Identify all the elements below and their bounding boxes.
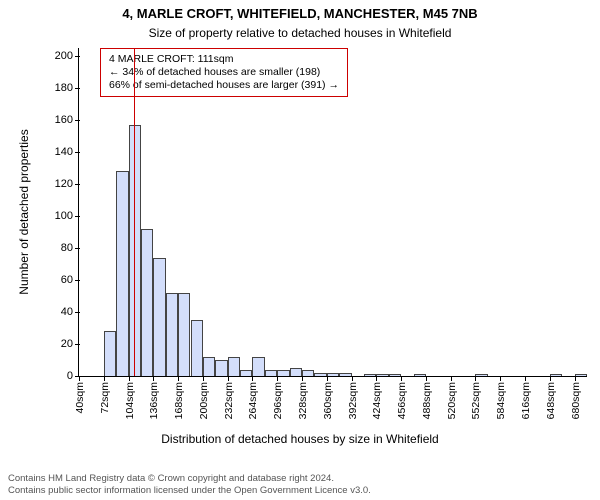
x-tick: 232sqm [221, 382, 235, 419]
x-tick-mark [500, 376, 501, 381]
y-tick: 20 [61, 338, 79, 350]
x-tick-mark [475, 376, 476, 381]
y-tick: 0 [67, 370, 79, 382]
histogram-bar [414, 374, 426, 376]
histogram-bar [166, 293, 178, 376]
x-tick: 104sqm [122, 382, 136, 419]
histogram-bar [178, 293, 190, 376]
y-tick: 180 [55, 82, 79, 94]
y-tick: 160 [55, 114, 79, 126]
histogram-bar [364, 374, 376, 376]
histogram-bar [277, 370, 289, 376]
histogram-bar [327, 373, 339, 376]
x-tick: 296sqm [270, 382, 284, 419]
histogram-bar [302, 370, 314, 376]
footer: Contains HM Land Registry data © Crown c… [8, 473, 371, 496]
histogram-bar [252, 357, 264, 376]
histogram-bar [116, 171, 128, 376]
x-tick: 136sqm [146, 382, 160, 419]
chart-title: 4, MARLE CROFT, WHITEFIELD, MANCHESTER, … [0, 6, 600, 21]
x-tick-mark [352, 376, 353, 381]
x-tick: 616sqm [518, 382, 532, 419]
x-tick: 360sqm [320, 382, 334, 419]
x-tick-mark [203, 376, 204, 381]
x-tick: 680sqm [568, 382, 582, 419]
x-tick-mark [277, 376, 278, 381]
x-tick-mark [575, 376, 576, 381]
x-tick: 488sqm [419, 382, 433, 419]
histogram-bar [550, 374, 562, 376]
x-tick-mark [426, 376, 427, 381]
footer-line: Contains public sector information licen… [8, 485, 371, 496]
histogram-bar [475, 374, 487, 376]
x-tick-mark [451, 376, 452, 381]
marker-line [134, 48, 135, 376]
x-tick-mark [401, 376, 402, 381]
histogram-bar [575, 374, 587, 376]
x-tick: 200sqm [196, 382, 210, 419]
x-tick: 584sqm [493, 382, 507, 419]
x-tick-mark [302, 376, 303, 381]
x-tick-mark [153, 376, 154, 381]
histogram-bar [339, 373, 351, 376]
y-axis-label: Number of detached properties [17, 129, 31, 294]
y-tick: 100 [55, 210, 79, 222]
x-tick: 40sqm [72, 382, 86, 414]
x-tick-mark [376, 376, 377, 381]
x-tick-mark [327, 376, 328, 381]
y-tick: 60 [61, 274, 79, 286]
histogram-bar [240, 370, 252, 376]
x-tick-mark [525, 376, 526, 381]
x-tick-mark [228, 376, 229, 381]
histogram-bar [191, 320, 203, 376]
histogram-bar [290, 368, 302, 376]
x-tick-mark [79, 376, 80, 381]
histogram-bar [376, 374, 388, 376]
x-tick: 648sqm [543, 382, 557, 419]
x-tick: 392sqm [345, 382, 359, 419]
histogram-bar [228, 357, 240, 376]
histogram-bar [203, 357, 215, 376]
histogram-bar [265, 370, 277, 376]
x-tick-mark [252, 376, 253, 381]
histogram-bar [104, 331, 116, 376]
x-tick-mark [104, 376, 105, 381]
x-tick: 264sqm [245, 382, 259, 419]
x-tick-mark [550, 376, 551, 381]
x-tick: 168sqm [171, 382, 185, 419]
plot-area: 02040608010012014016018020040sqm72sqm104… [78, 48, 587, 377]
histogram-bar [389, 374, 401, 376]
x-axis-label: Distribution of detached houses by size … [0, 432, 600, 446]
histogram-bar [141, 229, 153, 376]
x-tick: 424sqm [369, 382, 383, 419]
y-tick: 40 [61, 306, 79, 318]
x-tick-mark [129, 376, 130, 381]
x-tick: 328sqm [295, 382, 309, 419]
x-tick-mark [178, 376, 179, 381]
x-tick: 520sqm [444, 382, 458, 419]
histogram-bar [314, 373, 326, 376]
histogram-bar [215, 360, 227, 376]
x-tick: 552sqm [468, 382, 482, 419]
x-tick: 456sqm [394, 382, 408, 419]
y-tick: 140 [55, 146, 79, 158]
y-tick: 120 [55, 178, 79, 190]
chart-subtitle: Size of property relative to detached ho… [0, 26, 600, 40]
y-tick: 80 [61, 242, 79, 254]
y-tick: 200 [55, 50, 79, 62]
x-tick: 72sqm [97, 382, 111, 414]
footer-line: Contains HM Land Registry data © Crown c… [8, 473, 371, 484]
histogram-bar [153, 258, 165, 376]
